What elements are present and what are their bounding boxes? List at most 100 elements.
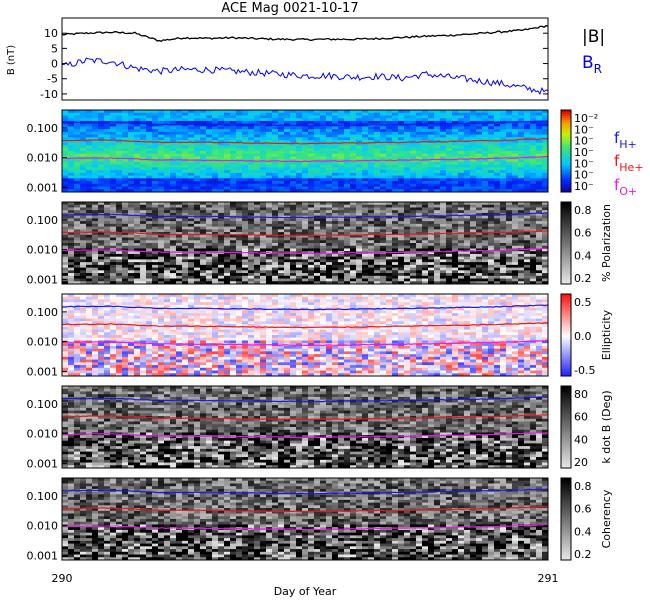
heat-cell [314, 153, 321, 157]
heat-cell [260, 273, 267, 277]
heat-cell [188, 110, 195, 114]
heat-cell [392, 234, 399, 238]
heat-cell [326, 167, 333, 171]
heat-cell [278, 221, 285, 225]
heat-cell [302, 234, 309, 238]
heat-cell [458, 215, 465, 219]
heat-cell [422, 170, 429, 174]
heat-cell [272, 240, 279, 244]
heat-cell [518, 186, 525, 190]
heat-cell [110, 131, 117, 135]
heat-cell [512, 223, 519, 227]
heat-cell [290, 153, 297, 157]
heat-cell [98, 210, 105, 214]
heat-cell [218, 118, 225, 122]
heat-cell [332, 112, 339, 116]
heat-cell [176, 134, 183, 138]
heat-cell [314, 218, 321, 222]
heat-cell [86, 223, 93, 227]
heat-cell [290, 161, 297, 166]
heat-cell [188, 151, 195, 155]
heat-cell [164, 259, 171, 263]
heat-cell [212, 131, 219, 135]
heat-cell [398, 137, 405, 141]
heat-cell [524, 189, 531, 193]
heat-cell [176, 245, 183, 249]
heat-cell [92, 186, 99, 190]
heat-cell [182, 221, 189, 225]
heat-cell [392, 164, 399, 168]
heat-cell [488, 245, 495, 249]
heat-cell [212, 223, 219, 227]
heat-cell [452, 115, 459, 119]
heat-cell [428, 223, 435, 227]
heat-cell [452, 251, 459, 255]
heat-cell [146, 178, 153, 182]
heat-cell [68, 281, 75, 285]
heat-cell [206, 281, 213, 285]
heat-cell [116, 251, 123, 255]
heat-cell [536, 204, 543, 208]
heat-cell [164, 170, 171, 174]
heat-cell [146, 129, 153, 133]
heat-cell [110, 129, 117, 133]
heat-cell [446, 278, 453, 282]
heat-cell [230, 223, 237, 227]
heat-cell [452, 243, 459, 247]
colorbar-tick-label: 10⁻ [574, 146, 594, 159]
heat-cell [92, 202, 99, 206]
heat-cell [482, 259, 489, 263]
heat-cell [236, 126, 243, 130]
heat-cell [356, 267, 363, 271]
heat-cell [482, 237, 489, 241]
heat-cell [266, 210, 273, 214]
heat-cell [248, 137, 255, 141]
heat-cell [68, 178, 75, 182]
colorbar-step [561, 265, 571, 268]
heat-cell [482, 134, 489, 138]
heat-cell [224, 215, 231, 219]
heat-cell [326, 181, 333, 185]
heat-cell [518, 172, 525, 176]
heat-cell [518, 145, 525, 149]
heat-cell [302, 253, 309, 258]
heat-cell [362, 189, 369, 193]
heat-cell [464, 129, 471, 133]
heat-cell [362, 161, 369, 166]
colorbar-step [561, 122, 571, 125]
heat-cell [182, 170, 189, 174]
heat-cell [326, 118, 333, 122]
heat-cell [332, 170, 339, 174]
heat-cell [320, 118, 327, 122]
heat-cell [176, 118, 183, 122]
heat-cell [194, 118, 201, 122]
heat-cell [398, 245, 405, 249]
heat-cell [338, 170, 345, 174]
heat-cell [386, 202, 393, 206]
heat-cell [458, 137, 465, 141]
heat-cell [452, 129, 459, 133]
heat-cell [116, 178, 123, 182]
heat-cell [350, 210, 357, 214]
heat-cell [464, 223, 471, 227]
heat-cell [188, 118, 195, 122]
heat-cell [164, 164, 171, 168]
heat-cell [482, 181, 489, 185]
heat-cell [164, 204, 171, 208]
heat-cell [368, 207, 375, 211]
heat-cell [272, 229, 279, 233]
heat-cell [272, 167, 279, 171]
heat-cell [416, 178, 423, 182]
heat-cell [536, 226, 543, 230]
heat-cell [338, 218, 345, 222]
heat-cell [272, 175, 279, 179]
heat-cell [452, 110, 459, 114]
heat-cell [284, 112, 291, 116]
heat-cell [368, 153, 375, 157]
heat-cell [284, 212, 291, 217]
heat-cell [98, 253, 105, 258]
heat-cell [398, 172, 405, 176]
heat-cell [92, 264, 99, 268]
heat-cell [80, 118, 87, 122]
heat-cell [260, 110, 267, 114]
